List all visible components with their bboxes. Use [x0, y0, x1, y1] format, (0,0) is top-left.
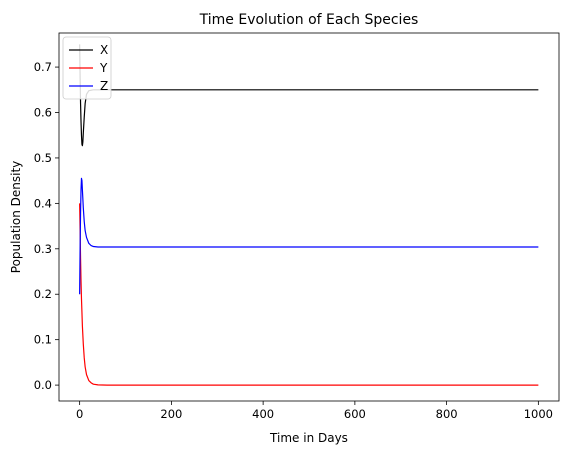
y-tick-label: 0.4	[34, 196, 52, 210]
x-tick-label: 800	[436, 407, 458, 421]
x-axis-label: Time in Days	[269, 431, 348, 445]
x-tick-label: 600	[344, 407, 366, 421]
y-tick-label: 0.3	[34, 242, 52, 256]
x-tick-label: 400	[252, 407, 274, 421]
y-tick-label: 0.7	[34, 60, 52, 74]
chart-title: Time Evolution of Each Species	[199, 12, 419, 28]
series-line-z	[79, 177, 539, 295]
axes-frame	[58, 32, 560, 402]
y-tick-label: 0.2	[34, 287, 52, 301]
legend: XYZ	[62, 36, 112, 100]
x-tick-label: 1000	[524, 407, 553, 421]
legend-label-y: Y	[99, 61, 108, 75]
y-tick-label: 0.6	[34, 106, 52, 120]
plot-area	[59, 33, 559, 401]
y-axis-label: Population Density	[9, 161, 23, 273]
legend-label-x: X	[100, 43, 108, 57]
axes-layer: 0 200 400 600 800 1000 0.0 0.1 0.2 0.3 0.4 0.5 0.6 0.…	[34, 32, 560, 421]
x-tick-label: 0	[76, 407, 83, 421]
x-tick-label: 200	[160, 407, 182, 421]
y-tick-label: 0.5	[34, 151, 52, 165]
series-line-y	[79, 203, 539, 386]
plot-background	[59, 33, 559, 401]
y-tick-label: 0.1	[34, 333, 52, 347]
legend-label-z: Z	[100, 79, 108, 93]
y-tick-label: 0.0	[34, 378, 52, 392]
